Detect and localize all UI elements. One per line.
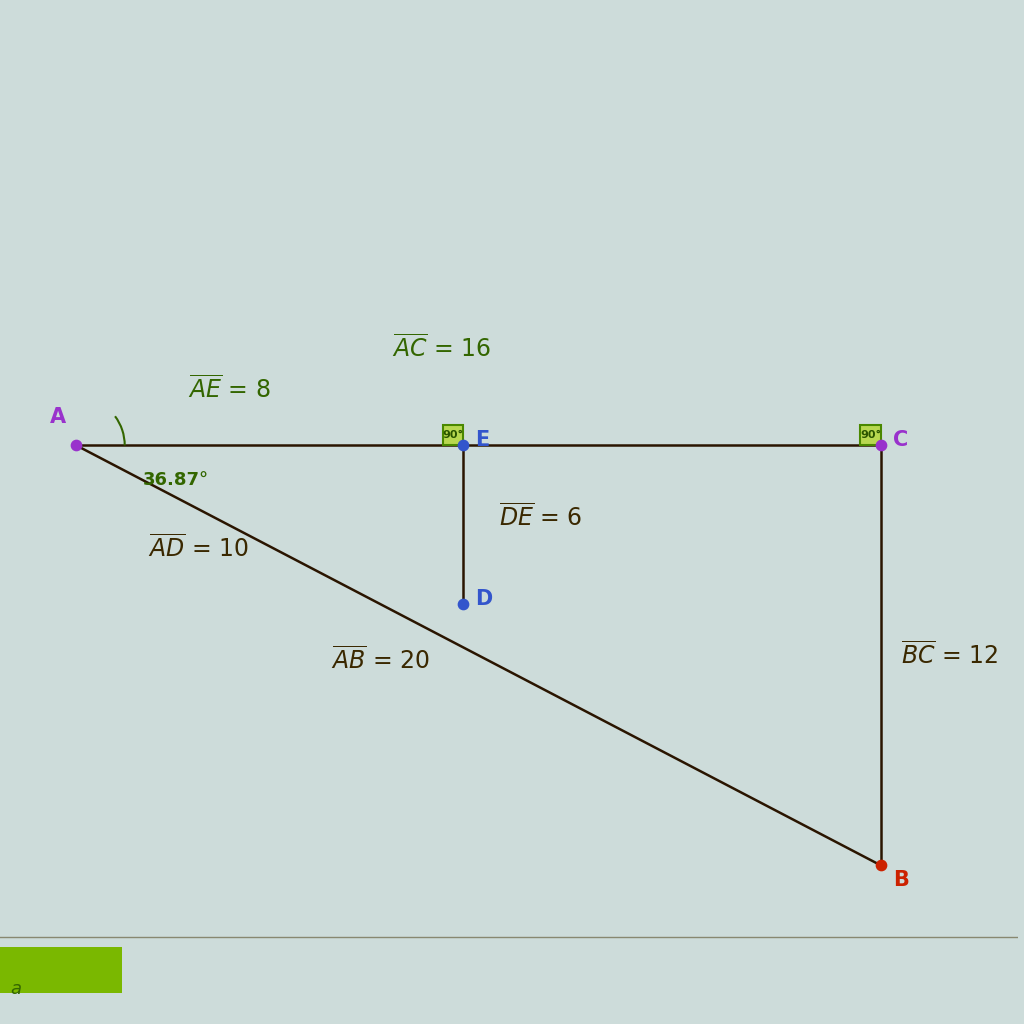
Text: $\overline{AC}$ = 16: $\overline{AC}$ = 16 (392, 334, 492, 362)
Text: $\overline{AD}$ = 10: $\overline{AD}$ = 10 (147, 534, 249, 562)
Text: 36.87°: 36.87° (142, 471, 209, 489)
Text: $\overline{AB}$ = 20: $\overline{AB}$ = 20 (331, 646, 430, 675)
Text: $\overline{AE}$ = 8: $\overline{AE}$ = 8 (188, 375, 271, 403)
Text: a: a (10, 980, 22, 998)
Polygon shape (860, 425, 881, 445)
Text: 90°: 90° (860, 430, 881, 440)
Text: $\overline{BC}$ = 12: $\overline{BC}$ = 12 (901, 641, 998, 670)
Point (872, 857, 889, 873)
Text: A: A (50, 407, 67, 427)
Point (69, 437, 85, 454)
Point (455, 596, 471, 612)
Text: $\overline{DE}$ = 6: $\overline{DE}$ = 6 (499, 503, 583, 531)
Text: D: D (475, 589, 493, 609)
Text: B: B (893, 870, 908, 891)
Point (455, 437, 471, 454)
Text: C: C (893, 430, 908, 451)
Polygon shape (442, 425, 463, 445)
Text: E: E (475, 430, 489, 451)
Polygon shape (0, 947, 122, 993)
Text: 90°: 90° (442, 430, 464, 440)
Point (872, 437, 889, 454)
